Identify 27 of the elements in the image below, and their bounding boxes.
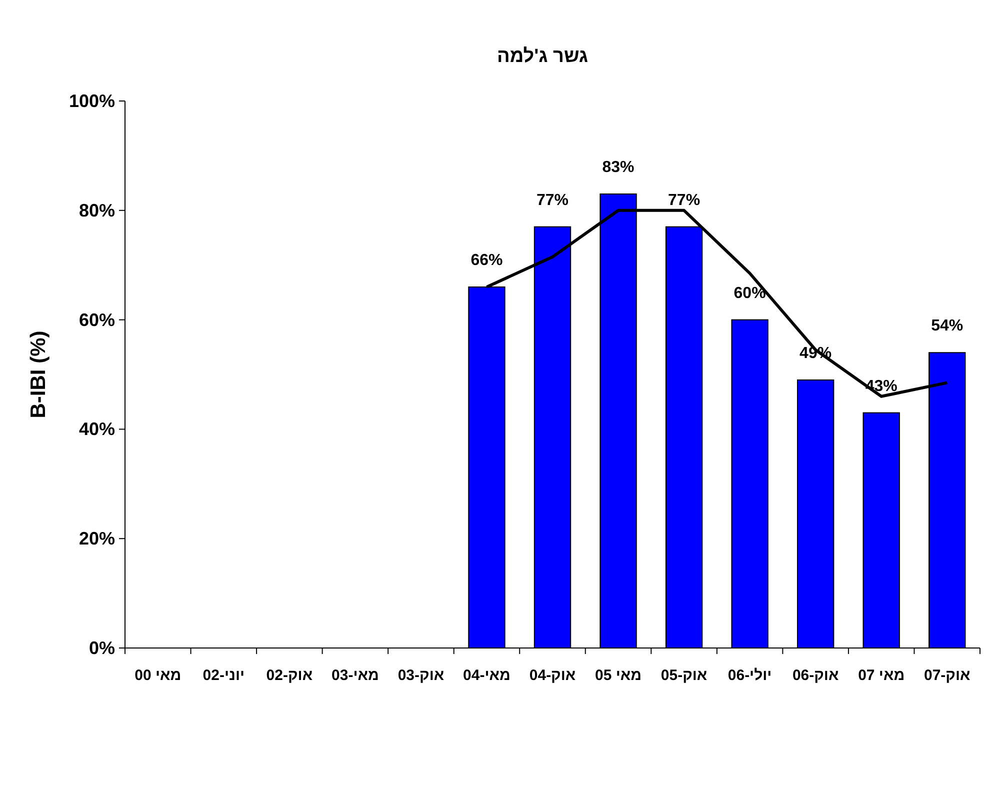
- y-axis-title: B-IBI (%): [27, 330, 50, 418]
- y-tick-label: 40%: [78, 419, 115, 440]
- x-tick-label: אוק-02: [266, 667, 313, 684]
- data-label: 77%: [536, 192, 569, 209]
- x-tick-label: אוק-03: [398, 667, 444, 684]
- x-tick-label: אוק-05: [660, 667, 708, 684]
- data-label: 60%: [734, 284, 766, 302]
- x-tick-label: מאי-03: [332, 667, 379, 684]
- y-tick-label: 60%: [78, 310, 115, 330]
- x-tick-label: אוק-07: [924, 667, 970, 684]
- x-tick-label: יולי-06: [728, 667, 772, 684]
- data-label: 66%: [470, 252, 503, 269]
- y-tick-label: 100%: [68, 91, 115, 111]
- x-tick-label: מאי-04: [463, 667, 510, 684]
- x-tick-label: אוק-04: [529, 667, 576, 684]
- x-tick-label: יוני-02: [202, 667, 245, 684]
- data-label: 77%: [668, 192, 700, 209]
- y-tick-label: 80%: [78, 200, 115, 220]
- x-tick-label: מאי 00: [134, 667, 182, 684]
- x-tick-label: אוק-06: [792, 667, 839, 684]
- chart-title: גשר ג'למה: [497, 46, 588, 67]
- x-tick-label: מאי 05: [595, 667, 642, 684]
- x-tick-label: מאי 07: [858, 667, 905, 684]
- data-label: 83%: [602, 158, 634, 176]
- data-label: 54%: [931, 318, 964, 335]
- y-tick-label: 20%: [78, 528, 115, 549]
- y-tick-label: 0%: [88, 638, 115, 658]
